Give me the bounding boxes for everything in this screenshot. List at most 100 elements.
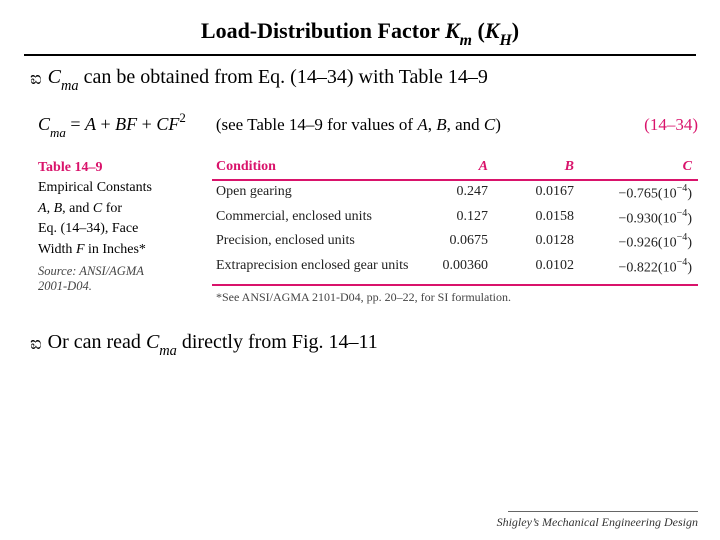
table-label: Table 14–9 (38, 160, 102, 175)
eq-a: A (85, 114, 96, 134)
table-row: Extraprecision enclosed gear units 0.003… (212, 255, 698, 280)
equation-number: (14–34) (644, 115, 698, 135)
cell-b: 0.0158 (502, 209, 588, 228)
table-main: Condition A B C Open gearing 0.247 0.016… (212, 155, 698, 305)
eq-note-c: C (484, 115, 495, 134)
table-caption-l2: A, B, and C for (38, 200, 198, 218)
bullet-1-rest: can be obtained from Eq. (14–34) with Ta… (79, 66, 488, 88)
table-side-caption: Table 14–9 Empirical Constants A, B, and… (38, 155, 198, 298)
src-l1: Source: ANSI/AGMA (38, 264, 144, 278)
bullet-1-var-ma: ma (61, 78, 79, 94)
c-pre: −0.765(10 (619, 187, 677, 202)
slide-footer: Shigley’s Mechanical Engineering Design (497, 511, 698, 530)
eq-equals: = (66, 114, 85, 134)
eq-note-b: B (436, 115, 446, 134)
cell-a: 0.00360 (416, 258, 502, 277)
b2-var-ma: ma (159, 343, 177, 359)
c-pre: −0.930(10 (619, 211, 677, 226)
b2-post: directly from Fig. 14–11 (177, 331, 378, 353)
cell-a: 0.127 (416, 209, 502, 228)
eq-b: B (115, 114, 126, 134)
table-source: Source: ANSI/AGMA 2001-D04. (38, 264, 198, 294)
bullet-icon: ಐ (30, 334, 42, 352)
bullet-icon: ಐ (30, 69, 42, 87)
c-post: ) (687, 187, 692, 202)
bullet-1: ಐ Cma can be obtained from Eq. (14–34) w… (30, 66, 696, 93)
table-body: Open gearing 0.247 0.0167 −0.765(10−4) C… (212, 181, 698, 286)
th-b: B (502, 159, 588, 175)
table-row: Open gearing 0.247 0.0167 −0.765(10−4) (212, 181, 698, 206)
title-text-mid: ( (472, 18, 485, 43)
c-sup: −4 (677, 183, 688, 194)
b2-pre: Or can read (48, 331, 146, 353)
th-a: A (416, 159, 502, 175)
cap4-post: in Inches* (85, 242, 146, 257)
c-sup: −4 (677, 232, 688, 243)
cap-s2: , and (62, 201, 93, 216)
title-var-km-k: K (445, 18, 460, 43)
title-rule (24, 54, 696, 56)
cap4-var: F (76, 242, 85, 257)
cap-b: B (54, 201, 63, 216)
cell-c: −0.926(10−4) (588, 233, 698, 252)
table-row: Precision, enclosed units 0.0675 0.0128 … (212, 230, 698, 255)
equation: Cma = A + BF + CF2 (38, 111, 186, 139)
b2-var-c: C (146, 331, 159, 353)
cell-b: 0.0102 (502, 258, 588, 277)
cell-cond: Commercial, enclosed units (212, 209, 416, 228)
eq-note-s1: , (428, 115, 437, 134)
eq-plus1: + (96, 114, 115, 134)
eq-ma: ma (50, 125, 66, 140)
equation-note: (see Table 14–9 for values of A, B, and … (216, 115, 501, 135)
c-post: ) (687, 211, 692, 226)
cell-a: 0.0675 (416, 233, 502, 252)
bullet-1-text: Cma can be obtained from Eq. (14–34) wit… (48, 66, 488, 93)
bullet-1-var-c: C (48, 66, 61, 88)
table-caption-l4: Width F in Inches* (38, 241, 198, 259)
cap-s1: , (47, 201, 54, 216)
slide: Load-Distribution Factor Km (KH) ಐ Cma c… (0, 0, 720, 540)
eq-c: C (38, 114, 50, 134)
eq-f1: F (126, 114, 137, 134)
footer-text: Shigley’s Mechanical Engineering Design (497, 515, 698, 529)
title-var-kh-h: H (499, 32, 511, 49)
footer-rule (508, 511, 698, 512)
c-sup: −4 (677, 208, 688, 219)
eq-note-post: ) (495, 115, 501, 134)
figure-block: Cma = A + BF + CF2 (see Table 14–9 for v… (38, 111, 698, 304)
eq-note-pre: (see Table 14–9 for values of (216, 115, 418, 134)
table-caption-l3: Eq. (14–34), Face (38, 220, 198, 238)
c-pre: −0.822(10 (619, 261, 677, 276)
cap-post: for (102, 201, 122, 216)
cell-c: −0.822(10−4) (588, 258, 698, 277)
th-condition: Condition (212, 159, 416, 175)
bullet-2-text: Or can read Cma directly from Fig. 14–11 (48, 331, 378, 358)
eq-note-s2: , and (447, 115, 484, 134)
table-14-9: Table 14–9 Empirical Constants A, B, and… (38, 155, 698, 305)
cell-c: −0.930(10−4) (588, 209, 698, 228)
c-sup: −4 (677, 257, 688, 268)
title-var-km-m: m (460, 32, 472, 49)
table-row: Commercial, enclosed units 0.127 0.0158 … (212, 206, 698, 231)
src-l2: 2001-D04. (38, 279, 92, 293)
eq-sup2: 2 (179, 110, 185, 125)
title-text-post: ) (512, 18, 519, 43)
bullet-2: ಐ Or can read Cma directly from Fig. 14–… (30, 331, 696, 358)
cell-cond: Precision, enclosed units (212, 233, 416, 252)
eq-plus2: + (137, 114, 156, 134)
table-header: Condition A B C (212, 155, 698, 181)
cell-c: −0.765(10−4) (588, 184, 698, 203)
cap-a: A (38, 201, 47, 216)
equation-row: Cma = A + BF + CF2 (see Table 14–9 for v… (38, 111, 698, 139)
cap4-pre: Width (38, 242, 76, 257)
title-var-kh-k: K (485, 18, 500, 43)
th-c: C (588, 159, 698, 175)
cell-a: 0.247 (416, 184, 502, 203)
cap-c: C (93, 201, 102, 216)
table-footnote: *See ANSI/AGMA 2101-D04, pp. 20–22, for … (212, 290, 698, 305)
eq-f2: F (168, 114, 179, 134)
page-title: Load-Distribution Factor Km (KH) (24, 18, 696, 48)
title-text-pre: Load-Distribution Factor (201, 18, 445, 43)
c-post: ) (687, 261, 692, 276)
eq-cc: C (156, 114, 168, 134)
